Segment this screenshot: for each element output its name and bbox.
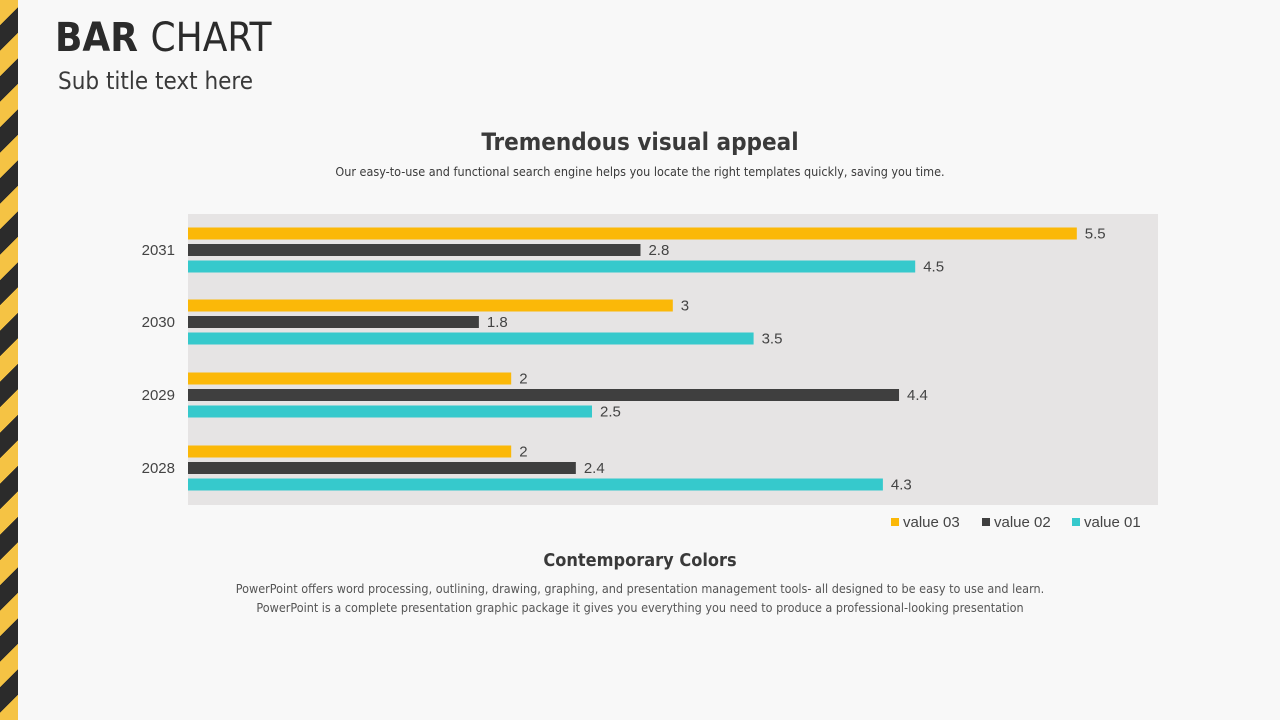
category-label: 2030 bbox=[142, 314, 175, 331]
bar bbox=[188, 260, 916, 273]
plot-area bbox=[188, 214, 1158, 505]
data-label: 1.8 bbox=[487, 314, 508, 331]
category-label: 2029 bbox=[142, 387, 175, 404]
bar bbox=[188, 372, 512, 385]
data-label: 4.4 bbox=[907, 387, 928, 404]
data-label: 4.3 bbox=[891, 477, 912, 494]
data-label: 2.8 bbox=[648, 242, 669, 259]
hazard-stripe-decoration bbox=[0, 0, 18, 720]
data-label: 3.5 bbox=[762, 331, 783, 348]
section-text-line-1: PowerPoint offers word processing, outli… bbox=[235, 581, 1045, 596]
chart-description: Our easy-to-use and functional search en… bbox=[335, 164, 945, 179]
bar bbox=[188, 445, 512, 458]
data-label: 2.5 bbox=[600, 404, 621, 421]
legend-label: value 02 bbox=[994, 514, 1051, 531]
page-title: BAR CHART bbox=[55, 14, 271, 62]
bar bbox=[188, 389, 900, 401]
bar bbox=[188, 405, 592, 418]
data-label: 4.5 bbox=[923, 259, 944, 276]
legend-swatch bbox=[982, 518, 990, 526]
data-label: 2 bbox=[519, 371, 527, 388]
section-text-line-2: PowerPoint is a complete presentation gr… bbox=[256, 600, 1024, 615]
section-title: Contemporary Colors bbox=[543, 550, 737, 571]
legend-label: value 01 bbox=[1084, 514, 1141, 531]
bar bbox=[188, 478, 883, 491]
page-subtitle: Sub title text here bbox=[58, 67, 254, 95]
bar bbox=[188, 332, 754, 345]
data-label: 5.5 bbox=[1085, 226, 1106, 243]
data-label: 2.4 bbox=[584, 460, 605, 477]
legend-swatch bbox=[1072, 518, 1080, 526]
legend-swatch bbox=[891, 518, 899, 526]
data-label: 3 bbox=[681, 298, 689, 315]
data-label: 2 bbox=[519, 444, 527, 461]
category-label: 2028 bbox=[142, 460, 175, 477]
chart-heading: Tremendous visual appeal bbox=[481, 128, 799, 156]
title-light: CHART bbox=[150, 15, 272, 61]
bar bbox=[188, 227, 1077, 240]
title-strong: BAR bbox=[55, 15, 138, 61]
bar bbox=[188, 244, 641, 256]
bar bbox=[188, 462, 576, 474]
bar bbox=[188, 299, 673, 312]
legend-label: value 03 bbox=[903, 514, 960, 531]
bar bbox=[188, 316, 479, 328]
category-label: 2031 bbox=[142, 242, 175, 259]
